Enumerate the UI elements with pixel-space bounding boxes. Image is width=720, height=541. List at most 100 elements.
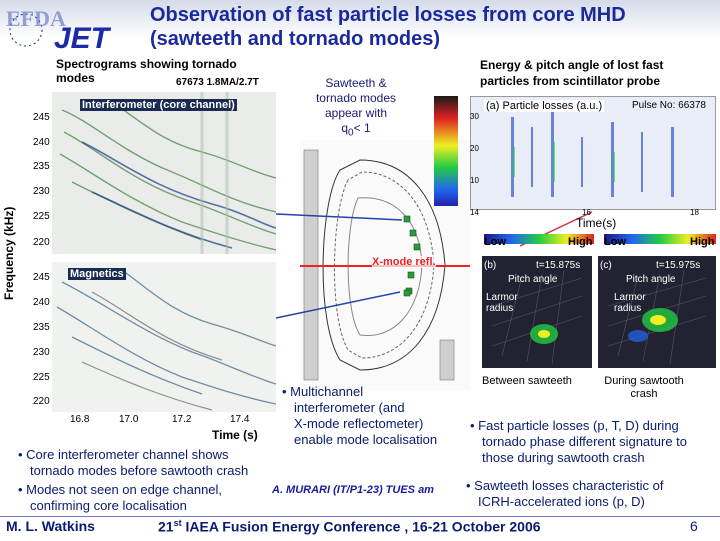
caption-during-line-1: During sawtooth xyxy=(604,375,684,387)
plot-ytick-30: 30 xyxy=(470,112,479,121)
magnetics-spectrogram xyxy=(52,262,276,412)
plot-xtick-14: 14 xyxy=(470,208,479,217)
logo-efda-text: EFDA xyxy=(6,6,66,31)
p1-tick-225: 225 xyxy=(33,211,50,222)
particle-losses-plot xyxy=(470,96,716,210)
interferometer-spectrogram xyxy=(52,92,276,254)
sawteeth-note-line-1: Sawteeth & xyxy=(325,76,387,90)
low-label-b: Low xyxy=(484,236,506,248)
shot-info: 67673 1.8MA/2.7T xyxy=(176,77,259,88)
caption-between-sawteeth: Between sawteeth xyxy=(482,375,572,387)
xtick-16-8: 16.8 xyxy=(70,414,90,425)
q-symbol: q xyxy=(341,121,349,135)
high-label-c: High xyxy=(690,236,715,248)
bullet-saw-line-1: • Sawteeth losses characteristic of xyxy=(466,478,664,493)
xmode-label: X-mode refl. xyxy=(372,256,436,268)
q-subscript: 0 xyxy=(348,127,354,139)
plot-xtick-18: 18 xyxy=(690,208,699,217)
bullet-multichannel-line-3: X-mode reflectometer) xyxy=(294,416,424,431)
efda-jet-logo: EFDA JET xyxy=(4,4,136,55)
scintillator-heading-line-1: Energy & pitch angle of lost fast xyxy=(480,58,664,72)
page-number: 6 xyxy=(690,518,698,534)
q-condition: < 1 xyxy=(353,121,371,135)
title-line-1: Observation of fast particle losses from… xyxy=(150,4,626,26)
scintillator-image-c xyxy=(598,256,716,368)
panel1-label: Interferometer (core channel) xyxy=(80,99,237,111)
logo-jet-text: JET xyxy=(54,22,112,52)
bullet-core-line-2: tornado modes before sawtooth crash xyxy=(30,463,249,478)
plot-time-label: Time(s) xyxy=(576,216,617,230)
p2-tick-220: 220 xyxy=(33,396,50,407)
conference-suffix: st xyxy=(173,518,182,528)
sawteeth-note-line-2: tornado modes xyxy=(315,91,397,105)
conference-number: 21 xyxy=(158,518,174,535)
p2-tick-245: 245 xyxy=(33,272,50,283)
bullet-sawteeth-losses: • Sawteeth losses characteristic of ICRH… xyxy=(466,478,663,510)
scintillator-heading: Energy & pitch angle of lost fast partic… xyxy=(480,57,663,89)
plot-xtick-16: 16 xyxy=(582,208,591,217)
high-label-b: High xyxy=(568,236,593,248)
spectrogram-heading: Spectrograms showing tornado modes xyxy=(56,57,237,85)
footer-conference: 21st IAEA Fusion Energy Conference , 16-… xyxy=(158,518,541,535)
sawteeth-note-line-3: appear with xyxy=(324,106,388,120)
image-b-pitch-angle: Pitch angle xyxy=(508,274,558,285)
image-c-larmor: Larmor radius xyxy=(614,292,646,314)
bullet-multichannel-line-4: enable mode localisation xyxy=(294,432,438,447)
bullet-fast-line-2: tornado phase different signature to xyxy=(482,434,688,449)
image-c-larmor-line-1: Larmor xyxy=(614,292,646,303)
spectrogram-heading-line-2: modes xyxy=(56,71,95,85)
xtick-17-2: 17.2 xyxy=(172,414,192,425)
header-band xyxy=(0,0,720,56)
title-line-2: (sawteeth and tornado modes) xyxy=(150,28,441,50)
p1-tick-235: 235 xyxy=(33,161,50,172)
plot-ytick-20: 20 xyxy=(470,144,479,153)
bullet-multichannel-line-2: interferometer (and xyxy=(294,400,405,415)
image-b-larmor-line-1: Larmor xyxy=(486,292,518,303)
time-axis-label: Time (s) xyxy=(212,428,258,442)
pulse-number: Pulse No: 66378 xyxy=(632,100,706,111)
low-label-c: Low xyxy=(604,236,626,248)
sawteeth-note: Sawteeth & tornado modes appear with q0<… xyxy=(300,76,412,140)
bullet-modes-line-2: confirming core localisation xyxy=(30,498,187,513)
bullet-core-interferometer: • Core interferometer channel shows torn… xyxy=(18,447,248,479)
connector-line-1 xyxy=(275,213,403,221)
p1-tick-220: 220 xyxy=(33,237,50,248)
xtick-17-4: 17.4 xyxy=(230,414,250,425)
footer-author: M. L. Watkins xyxy=(6,518,95,534)
conference-text: IAEA Fusion Energy Conference , 16-21 Oc… xyxy=(181,518,541,535)
connector-line-2 xyxy=(275,291,401,319)
image-b-larmor: Larmor radius xyxy=(486,292,518,314)
xtick-17-0: 17.0 xyxy=(119,414,139,425)
image-b-larmor-line-2: radius xyxy=(486,303,514,314)
image-c-pitch-angle: Pitch angle xyxy=(626,274,676,285)
p2-tick-240: 240 xyxy=(33,297,50,308)
plot-ytick-10: 10 xyxy=(470,176,479,185)
p2-tick-230: 230 xyxy=(33,347,50,358)
bullet-fast-line-1: • Fast particle losses (p, T, D) during xyxy=(470,418,679,433)
bullet-core-line-1: • Core interferometer channel shows xyxy=(18,447,229,462)
colorscale-b xyxy=(484,234,594,244)
scintillator-heading-line-2: particles from scintillator probe xyxy=(480,74,661,88)
image-c-label: (c) xyxy=(600,260,612,271)
image-b-label: (b) xyxy=(484,260,497,271)
slide-title: Observation of fast particle losses from… xyxy=(150,3,720,51)
p2-tick-225: 225 xyxy=(33,372,50,383)
reference-link[interactable]: A. MURARI (IT/P1-23) TUES am xyxy=(272,484,434,496)
image-c-time: t=15.975s xyxy=(656,260,701,271)
spectrogram-heading-line-1: Spectrograms showing tornado xyxy=(56,57,237,71)
image-b-time: t=15.875s xyxy=(536,260,581,271)
bullet-fast-line-3: those during sawtooth crash xyxy=(482,450,645,465)
colorscale-c xyxy=(604,234,716,244)
image-c-larmor-line-2: radius xyxy=(614,303,642,314)
caption-during-sawtooth: During sawtooth crash xyxy=(600,375,688,401)
caption-during-line-2: crash xyxy=(630,388,658,400)
particle-losses-title: (a) Particle losses (a.u.) xyxy=(484,100,605,112)
p1-tick-240: 240 xyxy=(33,137,50,148)
colorbar xyxy=(434,96,458,206)
bullet-multichannel: • Multichannel interferometer (and X-mod… xyxy=(282,384,437,448)
bullet-multichannel-line-1: • Multichannel xyxy=(282,384,364,399)
bullet-saw-line-2: ICRH-accelerated ions (p, D) xyxy=(478,494,645,509)
footer-band xyxy=(0,516,720,541)
scintillator-image-b xyxy=(482,256,592,368)
bullet-modes-line-1: • Modes not seen on edge channel, xyxy=(18,482,223,497)
